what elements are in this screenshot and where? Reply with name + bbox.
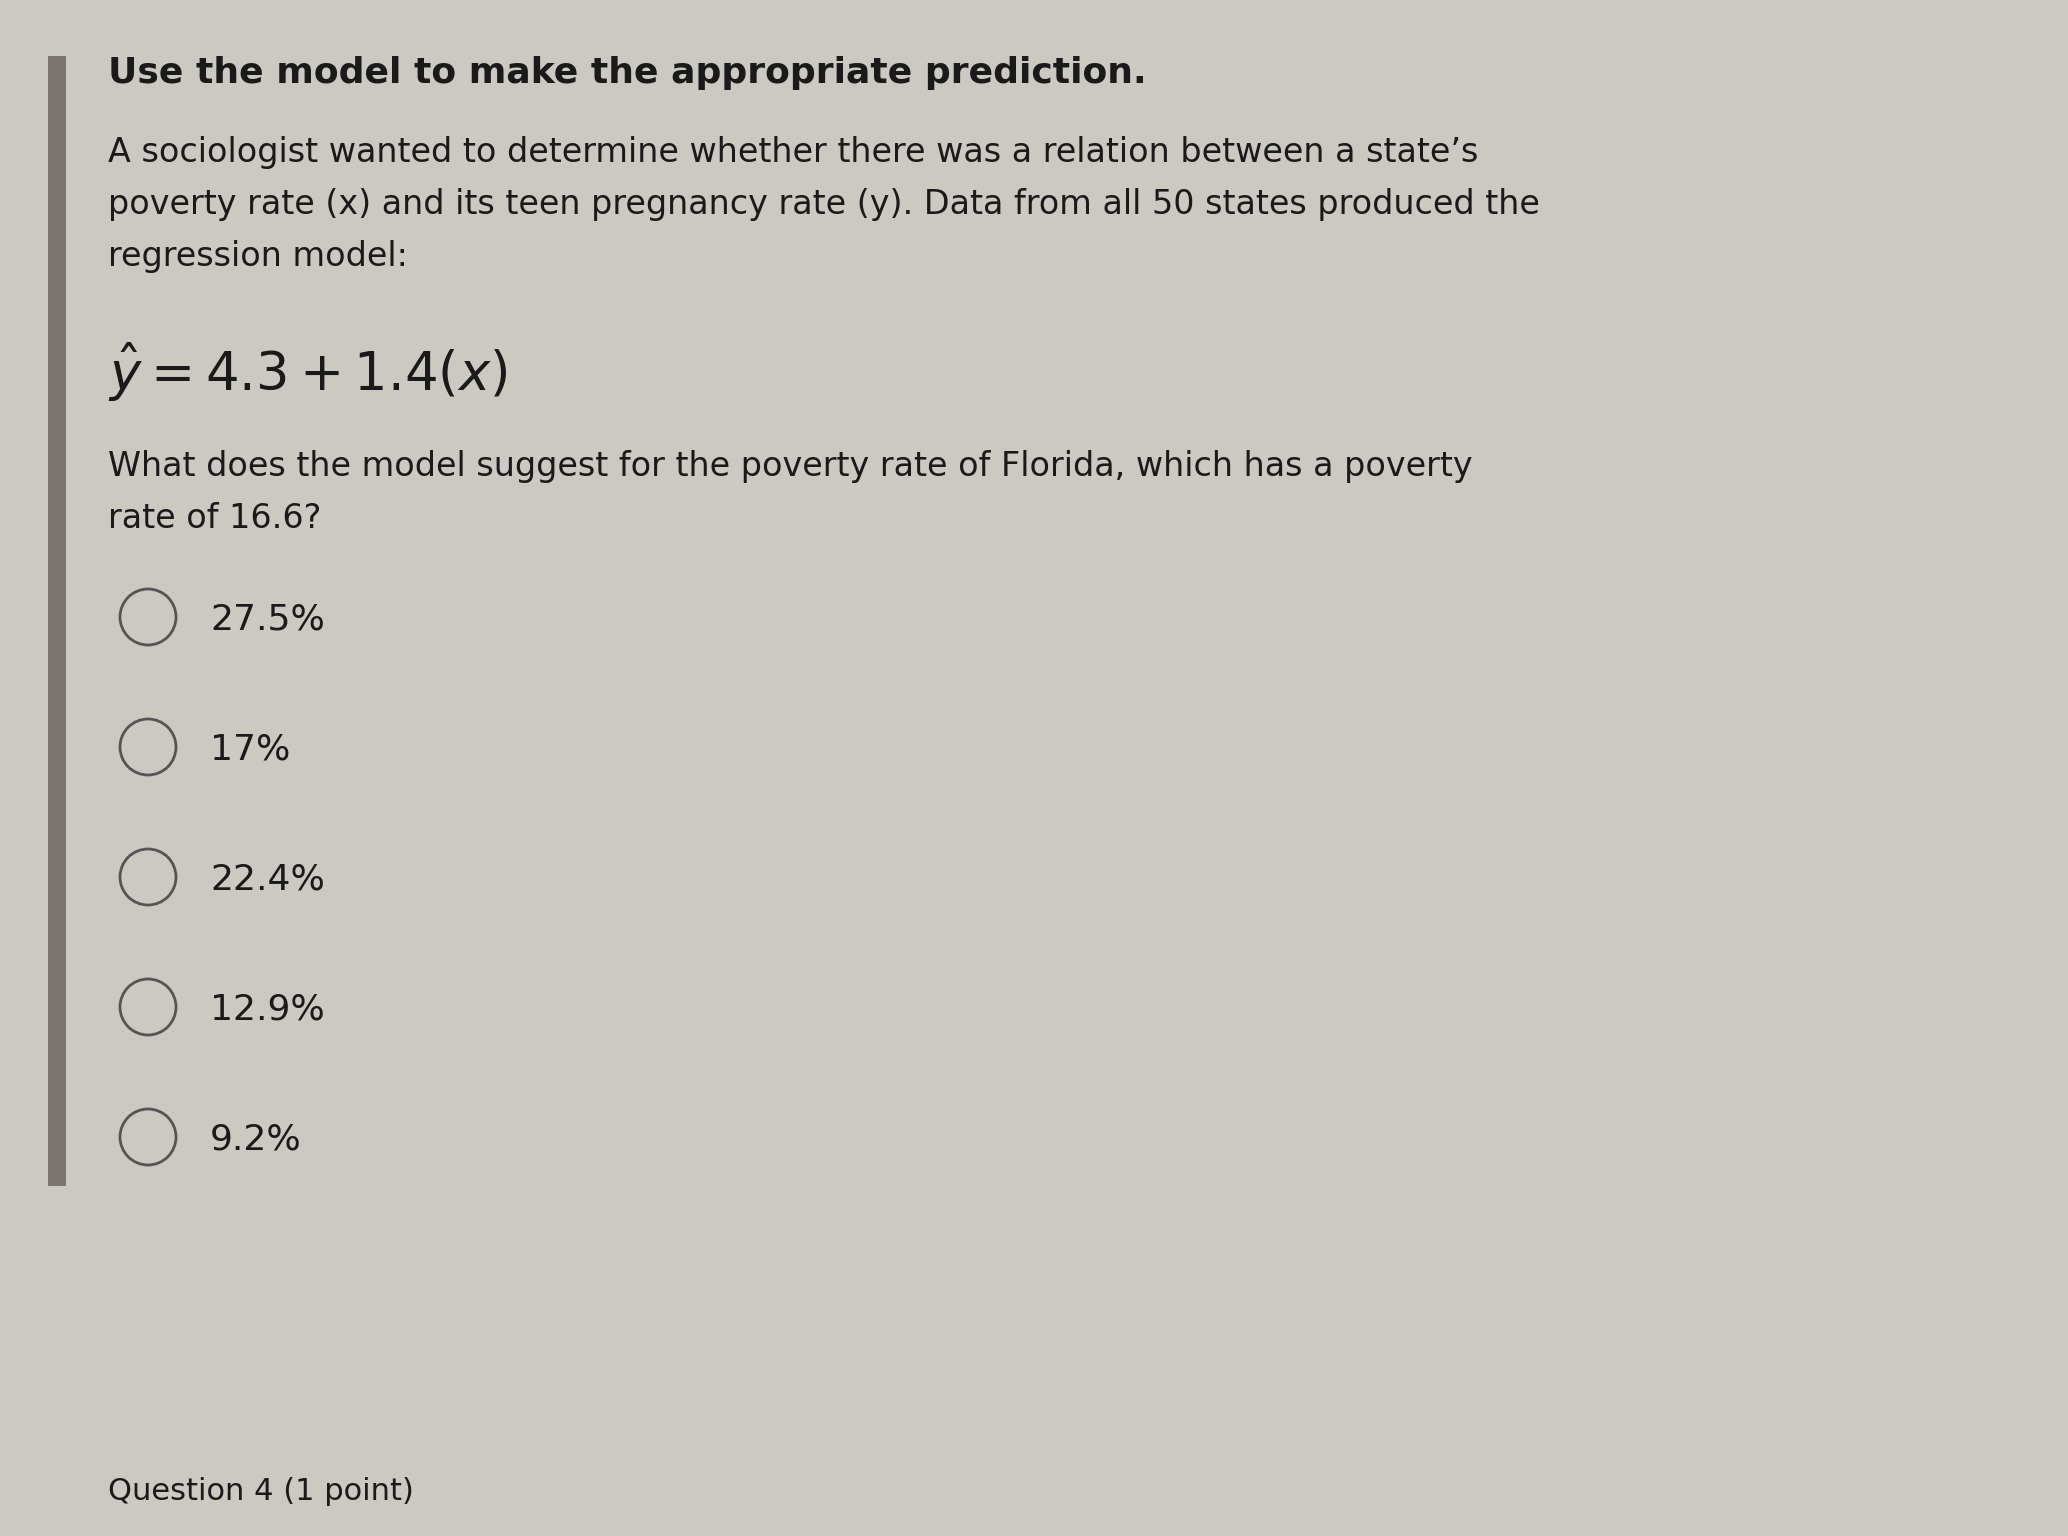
Text: regression model:: regression model: bbox=[108, 240, 407, 273]
Text: Question 4 (1 point): Question 4 (1 point) bbox=[108, 1478, 414, 1505]
Text: What does the model suggest for the poverty rate of Florida, which has a poverty: What does the model suggest for the pove… bbox=[108, 450, 1472, 482]
Text: $\hat{y} = 4.3 + 1.4(x)$: $\hat{y} = 4.3 + 1.4(x)$ bbox=[108, 339, 507, 404]
Text: A sociologist wanted to determine whether there was a relation between a state’s: A sociologist wanted to determine whethe… bbox=[108, 137, 1479, 169]
Bar bbox=[48, 55, 66, 1186]
Text: 22.4%: 22.4% bbox=[211, 862, 325, 895]
Text: poverty rate (x) and its teen pregnancy rate (y). Data from all 50 states produc: poverty rate (x) and its teen pregnancy … bbox=[108, 187, 1541, 221]
Text: 27.5%: 27.5% bbox=[211, 602, 325, 636]
Text: rate of 16.6?: rate of 16.6? bbox=[108, 502, 321, 535]
Text: 9.2%: 9.2% bbox=[211, 1121, 302, 1157]
Text: Use the model to make the appropriate prediction.: Use the model to make the appropriate pr… bbox=[108, 55, 1146, 91]
Text: 17%: 17% bbox=[211, 733, 290, 766]
Text: 12.9%: 12.9% bbox=[211, 992, 325, 1026]
